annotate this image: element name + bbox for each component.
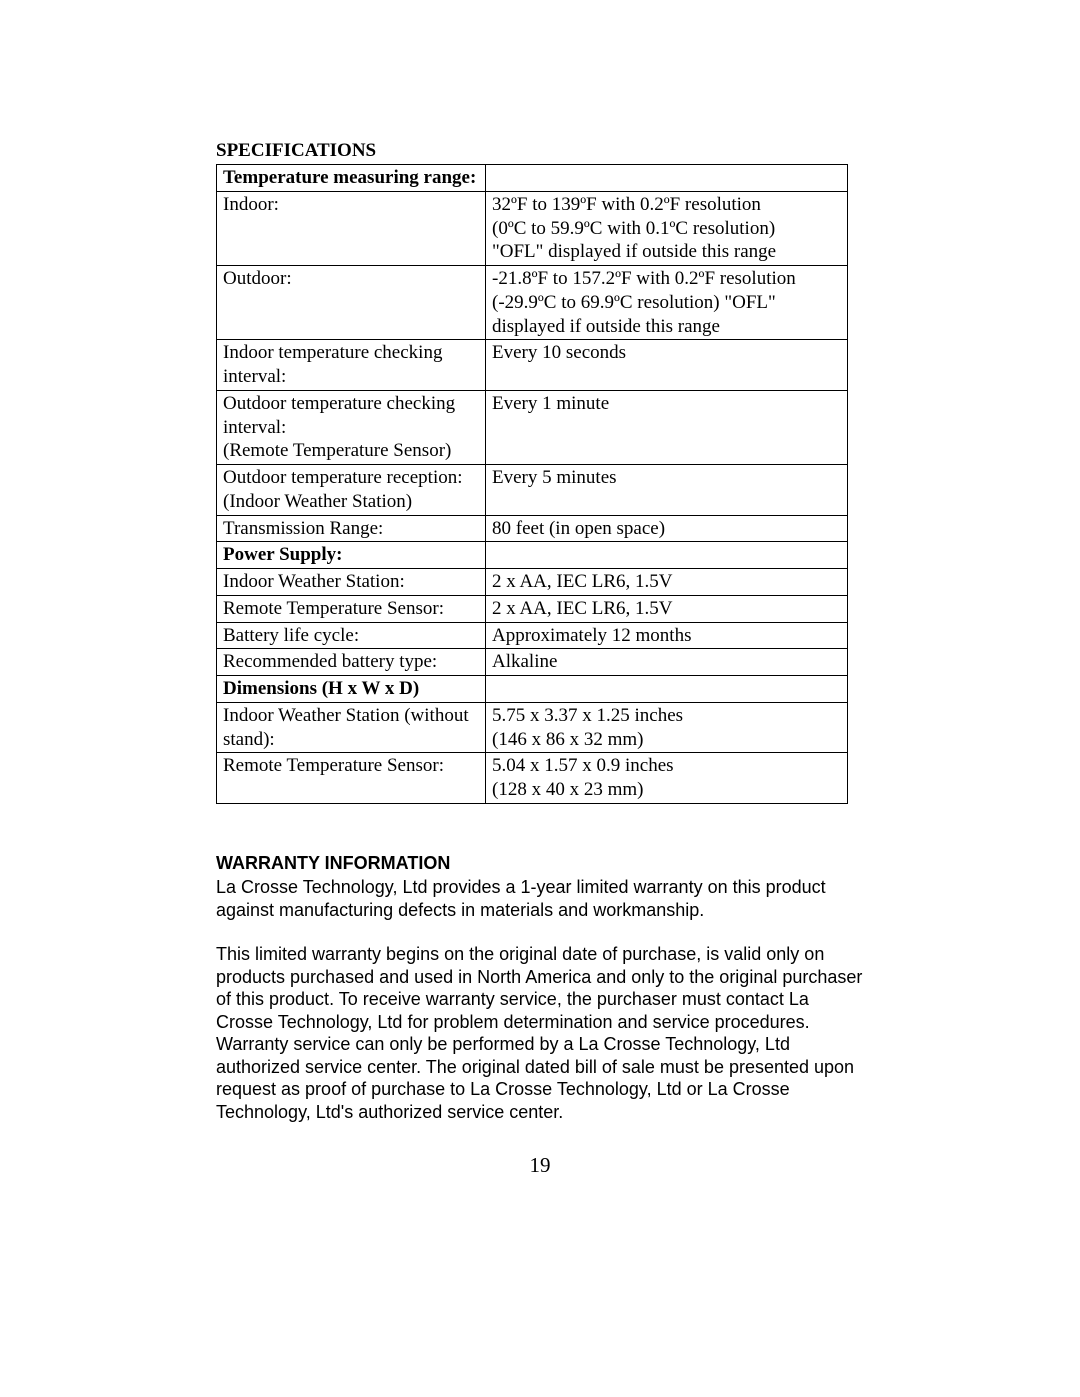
table-row: Outdoor temperature checking interval:(R…: [217, 390, 848, 464]
spec-label-cell: Temperature measuring range:: [217, 165, 486, 192]
warranty-paragraph-2: This limited warranty begins on the orig…: [216, 943, 864, 1123]
spec-label-cell: Power Supply:: [217, 542, 486, 569]
spec-label-cell: Outdoor:: [217, 266, 486, 340]
spec-label-cell: Recommended battery type:: [217, 649, 486, 676]
spec-value-cell: Approximately 12 months: [486, 622, 848, 649]
spec-label-cell: Transmission Range:: [217, 515, 486, 542]
spec-label-cell: Outdoor temperature checking interval:(R…: [217, 390, 486, 464]
spec-value-cell: 80 feet (in open space): [486, 515, 848, 542]
table-row: Battery life cycle:Approximately 12 mont…: [217, 622, 848, 649]
spec-value-cell: Alkaline: [486, 649, 848, 676]
spec-value-cell: [486, 542, 848, 569]
spec-value-cell: 5.75 x 3.37 x 1.25 inches(146 x 86 x 32 …: [486, 702, 848, 753]
spec-label-cell: Dimensions (H x W x D): [217, 676, 486, 703]
spec-value-cell: 32ºF to 139ºF with 0.2ºF resolution(0ºC …: [486, 191, 848, 265]
spec-label-cell: Remote Temperature Sensor:: [217, 753, 486, 804]
spec-label-cell: Battery life cycle:: [217, 622, 486, 649]
table-row: Dimensions (H x W x D): [217, 676, 848, 703]
spec-value-cell: Every 5 minutes: [486, 465, 848, 516]
spec-value-cell: [486, 676, 848, 703]
spec-label-cell: Indoor Weather Station:: [217, 569, 486, 596]
specifications-table: Temperature measuring range:Indoor:32ºF …: [216, 164, 848, 804]
table-row: Remote Temperature Sensor:5.04 x 1.57 x …: [217, 753, 848, 804]
spec-value-cell: 5.04 x 1.57 x 0.9 inches(128 x 40 x 23 m…: [486, 753, 848, 804]
table-row: Recommended battery type:Alkaline: [217, 649, 848, 676]
table-row: Power Supply:: [217, 542, 848, 569]
spec-value-cell: [486, 165, 848, 192]
spec-value-cell: 2 x AA, IEC LR6, 1.5V: [486, 595, 848, 622]
table-row: Indoor Weather Station:2 x AA, IEC LR6, …: [217, 569, 848, 596]
spec-value-cell: Every 10 seconds: [486, 340, 848, 391]
table-row: Indoor Weather Station (without stand):5…: [217, 702, 848, 753]
spec-label-cell: Indoor Weather Station (without stand):: [217, 702, 486, 753]
table-row: Indoor temperature checking interval:Eve…: [217, 340, 848, 391]
spec-label-cell: Outdoor temperature reception:(Indoor We…: [217, 465, 486, 516]
page-number: 19: [216, 1153, 864, 1178]
table-row: Outdoor temperature reception:(Indoor We…: [217, 465, 848, 516]
spec-label-cell: Indoor:: [217, 191, 486, 265]
spec-label-cell: Remote Temperature Sensor:: [217, 595, 486, 622]
warranty-paragraph-1: La Crosse Technology, Ltd provides a 1-y…: [216, 876, 864, 921]
table-row: Indoor:32ºF to 139ºF with 0.2ºF resoluti…: [217, 191, 848, 265]
spec-value-cell: Every 1 minute: [486, 390, 848, 464]
spec-label-cell: Indoor temperature checking interval:: [217, 340, 486, 391]
table-row: Outdoor:-21.8ºF to 157.2ºF with 0.2ºF re…: [217, 266, 848, 340]
specifications-heading: SPECIFICATIONS: [216, 140, 864, 162]
spec-value-cell: -21.8ºF to 157.2ºF with 0.2ºF resolution…: [486, 266, 848, 340]
warranty-section: WARRANTY INFORMATION La Crosse Technolog…: [216, 852, 864, 1124]
table-row: Transmission Range:80 feet (in open spac…: [217, 515, 848, 542]
spec-value-cell: 2 x AA, IEC LR6, 1.5V: [486, 569, 848, 596]
document-page: SPECIFICATIONS Temperature measuring ran…: [0, 0, 1080, 1397]
table-row: Temperature measuring range:: [217, 165, 848, 192]
warranty-heading: WARRANTY INFORMATION: [216, 852, 864, 875]
table-row: Remote Temperature Sensor:2 x AA, IEC LR…: [217, 595, 848, 622]
